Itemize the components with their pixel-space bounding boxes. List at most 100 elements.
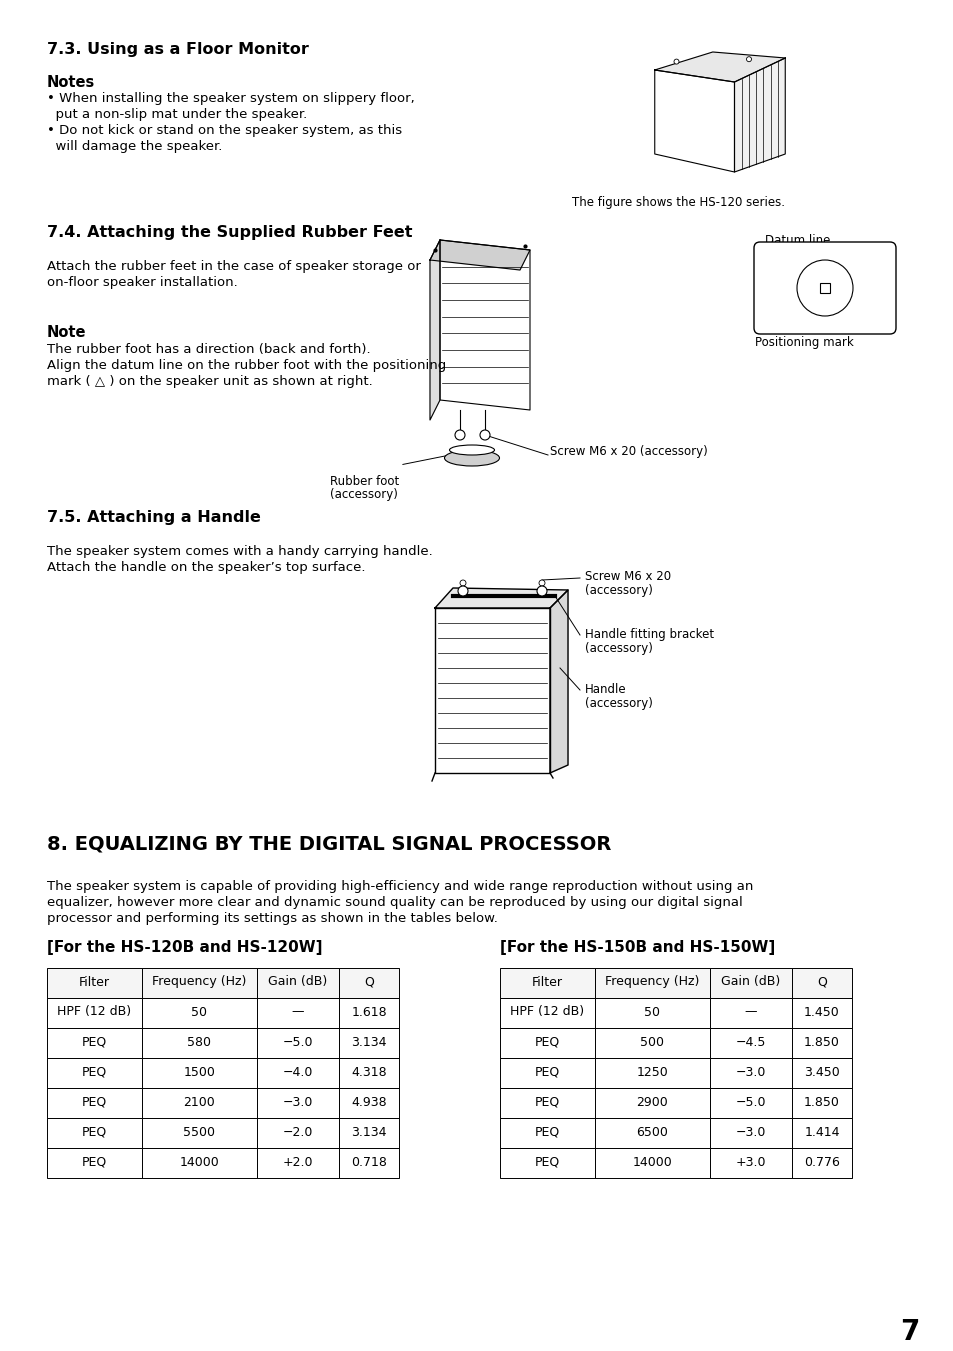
Text: (accessory): (accessory) (330, 488, 397, 501)
Text: 7.5. Attaching a Handle: 7.5. Attaching a Handle (47, 509, 260, 526)
Text: PEQ: PEQ (82, 1155, 107, 1169)
Text: 0.718: 0.718 (351, 1155, 387, 1169)
Circle shape (745, 57, 751, 62)
Bar (595, 969, 709, 998)
Text: HPF (12 dB): HPF (12 dB) (510, 1005, 584, 1019)
Polygon shape (430, 240, 439, 420)
Text: −3.0: −3.0 (735, 1066, 765, 1078)
Text: Notes: Notes (47, 76, 95, 91)
Bar (256, 1088, 338, 1119)
Text: • When installing the speaker system on slippery floor,: • When installing the speaker system on … (47, 92, 415, 105)
Bar (499, 1028, 595, 1058)
Bar (709, 1088, 791, 1119)
Text: Filter: Filter (79, 975, 110, 989)
Bar (791, 1028, 851, 1058)
Text: −3.0: −3.0 (282, 1096, 313, 1109)
Text: +3.0: +3.0 (735, 1155, 765, 1169)
Bar (595, 1028, 709, 1058)
Bar (338, 1028, 398, 1058)
Bar (142, 969, 256, 998)
Text: Attach the handle on the speaker’s top surface.: Attach the handle on the speaker’s top s… (47, 561, 365, 574)
Bar (338, 1058, 398, 1088)
Text: −2.0: −2.0 (282, 1125, 313, 1139)
Text: equalizer, however more clear and dynamic sound quality can be reproduced by usi: equalizer, however more clear and dynami… (47, 896, 742, 909)
Text: (accessory): (accessory) (584, 584, 652, 597)
Text: Note: Note (47, 326, 87, 340)
Bar (791, 1088, 851, 1119)
Text: PEQ: PEQ (535, 1035, 559, 1048)
Text: (accessory): (accessory) (584, 642, 652, 655)
Text: 7.3. Using as a Floor Monitor: 7.3. Using as a Floor Monitor (47, 42, 309, 57)
Text: 580: 580 (188, 1035, 212, 1048)
Text: Q: Q (816, 975, 826, 989)
Circle shape (537, 586, 546, 596)
Bar (338, 969, 398, 998)
Text: The rubber foot has a direction (back and forth).: The rubber foot has a direction (back an… (47, 343, 370, 357)
Text: 7.4. Attaching the Supplied Rubber Feet: 7.4. Attaching the Supplied Rubber Feet (47, 226, 412, 240)
Bar (791, 969, 851, 998)
Polygon shape (654, 51, 784, 82)
Bar (709, 1119, 791, 1148)
Bar (47, 1119, 142, 1148)
Text: will damage the speaker.: will damage the speaker. (47, 141, 222, 153)
Text: Q: Q (364, 975, 374, 989)
FancyBboxPatch shape (753, 242, 895, 334)
Bar (142, 1028, 256, 1058)
Bar (791, 1058, 851, 1088)
Text: PEQ: PEQ (535, 1066, 559, 1078)
Text: −3.0: −3.0 (735, 1125, 765, 1139)
Bar (338, 1148, 398, 1178)
Text: 4.318: 4.318 (351, 1066, 386, 1078)
Text: put a non-slip mat under the speaker.: put a non-slip mat under the speaker. (47, 108, 307, 122)
Bar (142, 1058, 256, 1088)
Ellipse shape (444, 450, 499, 466)
Circle shape (538, 580, 544, 586)
Text: 4.938: 4.938 (351, 1096, 386, 1109)
Bar (595, 998, 709, 1028)
Text: [For the HS-120B and HS-120W]: [For the HS-120B and HS-120W] (47, 940, 322, 955)
Circle shape (479, 430, 490, 440)
Polygon shape (435, 608, 550, 773)
Bar (47, 998, 142, 1028)
Bar (709, 1058, 791, 1088)
Text: Align the datum line on the rubber foot with the positioning: Align the datum line on the rubber foot … (47, 359, 446, 372)
Text: Datum line: Datum line (764, 234, 829, 247)
Bar (499, 1119, 595, 1148)
Bar (47, 1058, 142, 1088)
Text: −4.0: −4.0 (282, 1066, 313, 1078)
Text: 3.134: 3.134 (351, 1125, 386, 1139)
Text: 1.850: 1.850 (803, 1096, 839, 1109)
Bar (709, 1028, 791, 1058)
Text: 14000: 14000 (632, 1155, 672, 1169)
Bar (256, 1028, 338, 1058)
Text: (accessory): (accessory) (584, 697, 652, 711)
Circle shape (459, 580, 465, 586)
Bar (499, 998, 595, 1028)
Text: 6500: 6500 (636, 1125, 668, 1139)
Bar (499, 1088, 595, 1119)
Text: 2900: 2900 (636, 1096, 668, 1109)
Text: PEQ: PEQ (535, 1096, 559, 1109)
Text: —: — (292, 1005, 304, 1019)
Text: 1500: 1500 (183, 1066, 215, 1078)
Bar (47, 969, 142, 998)
Bar (256, 1119, 338, 1148)
Bar (709, 1148, 791, 1178)
Text: 50: 50 (644, 1005, 659, 1019)
Text: 5500: 5500 (183, 1125, 215, 1139)
Bar (47, 1148, 142, 1178)
Text: [For the HS-150B and HS-150W]: [For the HS-150B and HS-150W] (499, 940, 775, 955)
Bar (256, 969, 338, 998)
Polygon shape (550, 590, 567, 773)
Text: on-floor speaker installation.: on-floor speaker installation. (47, 276, 237, 289)
Text: The figure shows the HS-120 series.: The figure shows the HS-120 series. (572, 196, 784, 209)
Circle shape (673, 59, 679, 63)
Bar (791, 1148, 851, 1178)
Polygon shape (435, 588, 567, 608)
Text: Screw M6 x 20 (accessory): Screw M6 x 20 (accessory) (550, 444, 707, 458)
Text: 1.450: 1.450 (803, 1005, 839, 1019)
Polygon shape (430, 240, 530, 270)
Bar (256, 1058, 338, 1088)
Text: Rubber foot: Rubber foot (330, 476, 399, 488)
Text: 3.450: 3.450 (803, 1066, 839, 1078)
